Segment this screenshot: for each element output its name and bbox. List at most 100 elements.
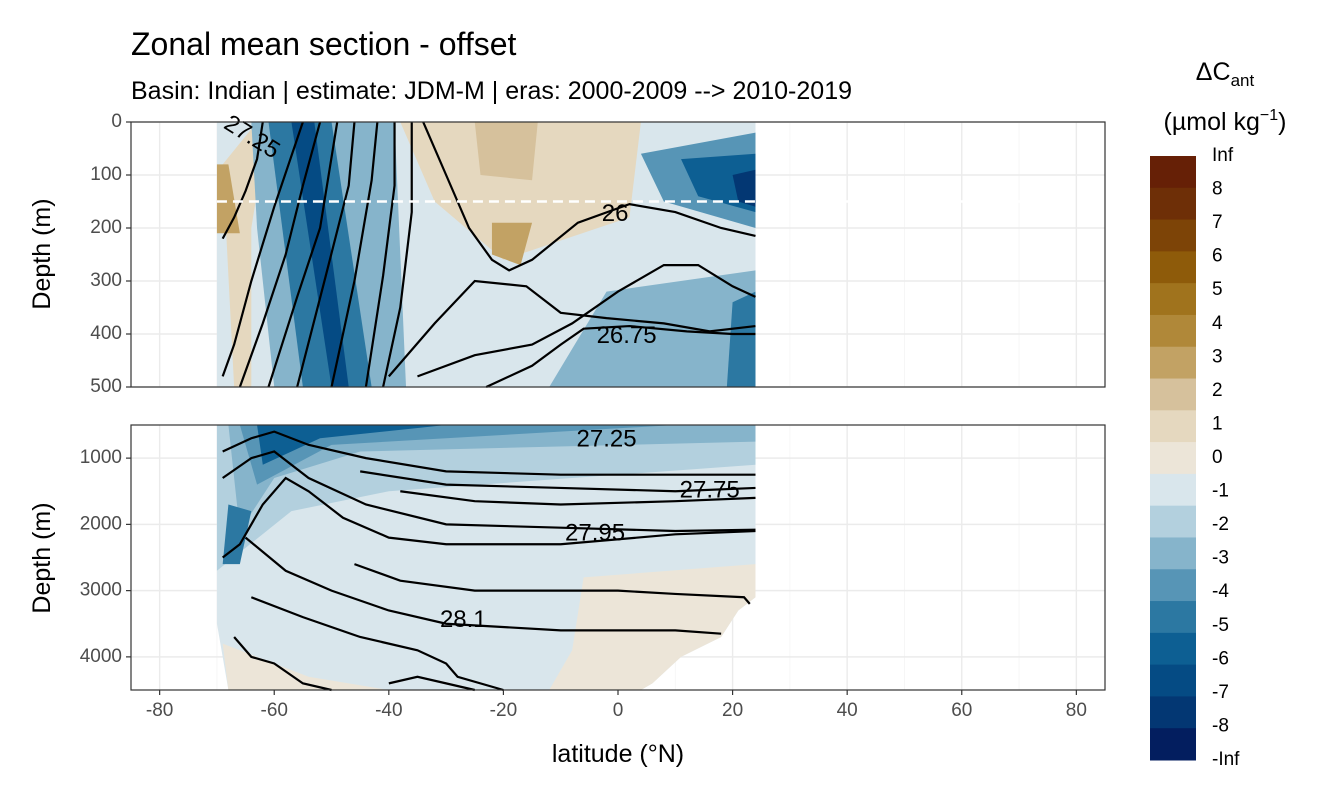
x-tick-label: -20 — [490, 700, 517, 721]
legend-label: 3 — [1212, 346, 1223, 367]
contour-label: 27.25 — [577, 426, 637, 453]
density-contour — [354, 563, 751, 605]
y-axis-title-upper: Depth (m) — [28, 198, 56, 309]
legend-unit: (µmol kg−1) — [1164, 107, 1287, 136]
density-contour — [250, 596, 504, 692]
density-contours — [221, 121, 756, 388]
anomaly-field — [216, 425, 756, 690]
density-contour — [364, 122, 396, 388]
legend-label: -7 — [1212, 682, 1229, 703]
legend-label: 7 — [1212, 212, 1223, 233]
legend-label: -8 — [1212, 715, 1229, 736]
legend-label: -4 — [1212, 581, 1229, 602]
density-contour — [360, 470, 756, 493]
legend-colorbar: Inf 8 7 6 5 4 3 2 1 0 -1 -2 -3 -4 -5 -6 -7 -8 -Inf — [1150, 145, 1240, 770]
legend-swatch — [1150, 283, 1196, 316]
x-tick-label: 40 — [837, 700, 858, 721]
legend-label: 8 — [1212, 179, 1223, 200]
y-tick-label: 3000 — [80, 580, 122, 601]
field-band-core — [228, 425, 756, 531]
legend-label: Inf — [1212, 145, 1234, 166]
legend-swatch — [1150, 219, 1196, 252]
anomaly-field — [216, 122, 756, 387]
legend-swatch — [1150, 156, 1196, 189]
legend-swatch — [1150, 601, 1196, 634]
y-tick-label: 100 — [90, 164, 122, 185]
legend-swatch — [1150, 696, 1196, 729]
density-contour — [485, 324, 756, 388]
field-core-upper — [239, 425, 676, 485]
legend-label: 2 — [1212, 380, 1223, 401]
legend-unit-exponent: −1 — [1260, 107, 1278, 124]
field-core-east — [681, 153, 756, 213]
legend-label: -Inf — [1212, 749, 1240, 770]
x-tick-label: -80 — [146, 700, 173, 721]
legend-label: -6 — [1212, 648, 1229, 669]
legend-swatch — [1150, 664, 1196, 697]
x-tick-label: 20 — [722, 700, 743, 721]
chart-subtitle: Basin: Indian | estimate: JDM-M | eras: … — [131, 77, 852, 105]
density-contour — [387, 279, 756, 378]
y-tick-label: 300 — [90, 270, 122, 291]
panel-border — [130, 121, 1106, 388]
legend-swatch — [1150, 442, 1196, 475]
x-axis-title: latitude (°N) — [552, 740, 684, 768]
density-contour — [382, 122, 413, 388]
field-deep-west — [291, 122, 349, 387]
legend-swatch — [1150, 410, 1196, 443]
field-warm-upper — [400, 122, 641, 260]
y-tick-label: 1000 — [80, 447, 122, 468]
legend-title-main: ΔC — [1196, 58, 1231, 86]
legend-swatch — [1150, 346, 1196, 380]
legend-swatch — [1150, 251, 1196, 284]
density-contour — [221, 121, 264, 240]
legend-label: -2 — [1212, 514, 1229, 535]
legend-label: 0 — [1212, 447, 1223, 468]
y-tick-label: 4000 — [80, 646, 122, 667]
field-warm-patch — [474, 122, 538, 181]
legend-swatch — [1150, 473, 1196, 507]
legend-unit-prefix: (µmol kg — [1164, 108, 1260, 136]
y-tick-label: 200 — [90, 217, 122, 238]
legend-label: 4 — [1212, 313, 1223, 334]
density-contours — [221, 430, 756, 692]
density-contour — [330, 121, 379, 388]
legend-label: 6 — [1212, 246, 1223, 267]
density-contour — [238, 121, 322, 388]
density-contour — [221, 121, 304, 377]
density-contour — [221, 476, 756, 559]
density-contour — [267, 121, 339, 388]
legend-swatch — [1150, 187, 1196, 221]
density-contour — [233, 636, 332, 692]
y-tick-label: 400 — [90, 323, 122, 344]
density-contour — [417, 264, 756, 378]
contour-label: 28.1 — [440, 606, 487, 633]
x-tick-label: -40 — [375, 700, 402, 721]
y-axis-title-lower: Depth (m) — [28, 502, 56, 613]
legend-swatch — [1150, 378, 1196, 411]
x-tick-label: 80 — [1066, 700, 1087, 721]
density-contour — [400, 490, 756, 506]
contour-label: 27.95 — [565, 520, 625, 547]
field-warm-patch-2 — [491, 222, 533, 266]
legend-swatch — [1150, 632, 1196, 666]
legend-label: 1 — [1212, 413, 1223, 434]
x-tick-label: -60 — [261, 700, 288, 721]
legend-swatch — [1150, 537, 1196, 570]
contour-label: 27.75 — [680, 477, 740, 504]
y-tick-label: 500 — [90, 376, 122, 397]
y-tick-label: 2000 — [80, 513, 122, 534]
legend-unit-suffix: ) — [1278, 108, 1286, 136]
field-warm-patch-west — [222, 643, 389, 690]
legend-label: -3 — [1212, 548, 1229, 569]
density-contour — [422, 121, 756, 272]
field-core-east-deep — [726, 291, 756, 387]
x-tick-label: 60 — [951, 700, 972, 721]
contour-label: 26 — [602, 200, 629, 227]
density-contour — [296, 121, 356, 388]
legend-swatch — [1150, 728, 1196, 761]
legend-title-subscript: ant — [1231, 71, 1255, 90]
x-tick-label: 0 — [613, 700, 624, 721]
